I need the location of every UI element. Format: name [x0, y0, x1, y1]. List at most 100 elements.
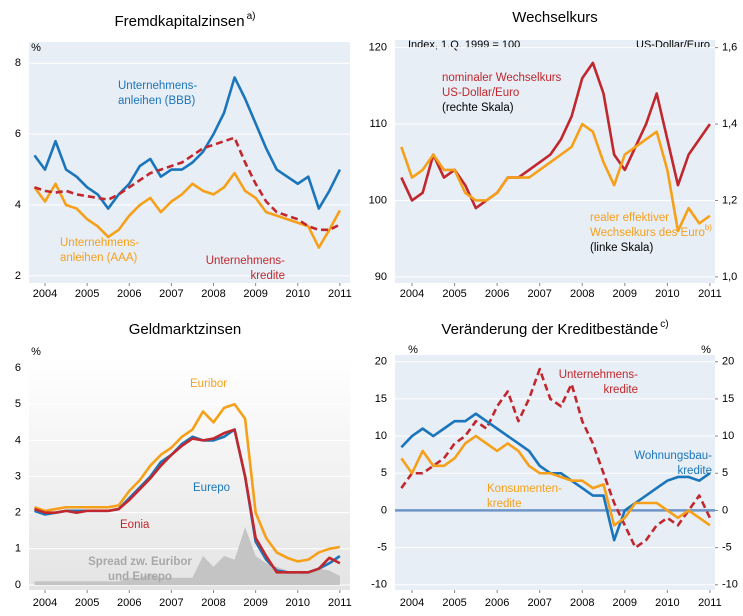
x-tick-label: 2007: [527, 288, 551, 300]
series-label: Unternehmens-: [118, 80, 197, 92]
x-tick-label: 2004: [400, 288, 424, 300]
line: [400, 412, 711, 542]
series-label: Wechselkurs des Eurob): [590, 223, 712, 239]
series-label: kredite: [677, 465, 712, 477]
x-tick-label: 2007: [527, 597, 551, 609]
y2-tick-label: 1,2: [722, 194, 737, 206]
title-text: Veränderung der Kreditbestände: [441, 321, 658, 338]
series-note: (rechte Skala): [442, 102, 514, 114]
series-label-line: kredite: [677, 465, 712, 477]
y-tick-label: 6: [15, 362, 21, 374]
y2-unit: %: [701, 344, 711, 356]
title-text: Fremdkapitalzinsen: [115, 13, 245, 30]
series-label: Unternehmens-: [559, 369, 638, 381]
x-tick-label: 2004: [400, 597, 424, 609]
y2-tick-label: 20: [722, 356, 734, 368]
x-tick-label: 2006: [117, 288, 141, 300]
series-label-line: realer effektiver: [590, 212, 669, 224]
plot-background: [395, 40, 715, 283]
y-tick-label: 110: [369, 118, 387, 130]
series-label: Eurepo: [193, 482, 230, 494]
y2-tick-label: -5: [722, 542, 732, 554]
series-label: Wohnungsbau-: [634, 450, 712, 462]
series-label-line: und Eurepo: [108, 571, 172, 583]
y-tick-label: 90: [375, 271, 387, 283]
x-tick-label: 2006: [485, 597, 509, 609]
series-label-line: Konsumenten-: [487, 483, 562, 495]
y-tick-label: 1: [15, 543, 21, 555]
y-tick-label: 2: [15, 507, 21, 519]
series-label: realer effektiver: [590, 212, 669, 224]
x-tick-label: 2007: [159, 288, 183, 300]
y-tick-label: 10: [375, 430, 387, 442]
x-tick-label: 2005: [75, 288, 99, 300]
title-text: Wechselkurs: [512, 9, 598, 26]
series-label: anleihen (AAA): [60, 252, 138, 264]
y2-tick-label: 1,6: [722, 42, 737, 54]
y-tick-label: 100: [369, 194, 387, 206]
y2-tick-label: 1,0: [722, 271, 737, 283]
y-tick-label: 6: [15, 128, 21, 140]
series-label-line: anleihen (BBB): [118, 95, 196, 107]
line: [34, 428, 341, 574]
series-label-note: b): [705, 223, 712, 232]
y-tick-label: 3: [15, 470, 21, 482]
title-note: c): [660, 319, 668, 330]
series-label-line: Eurepo: [193, 482, 230, 494]
y-tick-label: 4: [15, 434, 21, 446]
series-label: Konsumenten-: [487, 483, 562, 495]
series-label-line: Unternehmens-: [559, 369, 638, 381]
series-label: kredite: [487, 498, 522, 510]
y2-tick-label: 5: [722, 467, 728, 479]
subtitle-right: US-Dollar/Euro: [636, 39, 710, 51]
series-label: Spread zw. Euribor: [88, 556, 192, 568]
series-label-line: anleihen (AAA): [60, 252, 138, 264]
y2-tick-label: 1,4: [722, 118, 737, 130]
x-tick-label: 2005: [75, 597, 99, 609]
series-label: Unternehmens-: [206, 255, 285, 267]
x-tick-label: 2009: [243, 288, 267, 300]
series-label-line: Unternehmens-: [206, 255, 285, 267]
x-tick-label: 2010: [655, 288, 679, 300]
series-label-line: Wechselkurs des Euro: [590, 227, 705, 239]
line: [400, 367, 712, 549]
series-label: und Eurepo: [108, 571, 172, 583]
series-label: Eonia: [120, 519, 150, 531]
series-label: anleihen (BBB): [118, 95, 196, 107]
x-tick-label: 2008: [201, 288, 225, 300]
y-tick-label: 8: [15, 57, 21, 69]
x-tick-label: 2011: [328, 597, 352, 609]
x-tick-label: 2008: [570, 597, 594, 609]
plot-background: [29, 42, 350, 283]
line: [33, 76, 342, 210]
x-tick-label: 2008: [570, 288, 594, 300]
title-note: a): [247, 11, 256, 22]
x-tick-label: 2004: [33, 288, 57, 300]
line: [400, 434, 711, 527]
y-tick-label: -10: [371, 579, 387, 591]
y-tick-label: 2: [15, 270, 21, 282]
title-text: Geldmarktzinsen: [129, 321, 242, 338]
series-label-line: Spread zw. Euribor: [88, 556, 192, 568]
y-tick-label: 120: [369, 42, 387, 54]
y-tick-label: 5: [381, 467, 387, 479]
series-label-line: kredite: [487, 498, 522, 510]
x-tick-label: 2005: [442, 288, 466, 300]
y2-tick-label: 0: [722, 504, 728, 516]
line: [33, 171, 342, 249]
x-tick-label: 2010: [286, 288, 310, 300]
y-tick-label: 0: [381, 504, 387, 516]
x-tick-label: 2005: [442, 597, 466, 609]
y-tick-label: 0: [15, 579, 21, 591]
x-tick-label: 2006: [485, 288, 509, 300]
plot-background: [29, 358, 350, 590]
series-label: kredite: [603, 384, 638, 396]
series-label: kredite: [250, 270, 285, 282]
y2-tick-label: -10: [722, 579, 738, 591]
x-tick-label: 2011: [328, 288, 352, 300]
x-tick-label: 2008: [201, 597, 225, 609]
chart-title: Geldmarktzinsen: [129, 321, 242, 338]
series-label: Euribor: [190, 378, 227, 390]
